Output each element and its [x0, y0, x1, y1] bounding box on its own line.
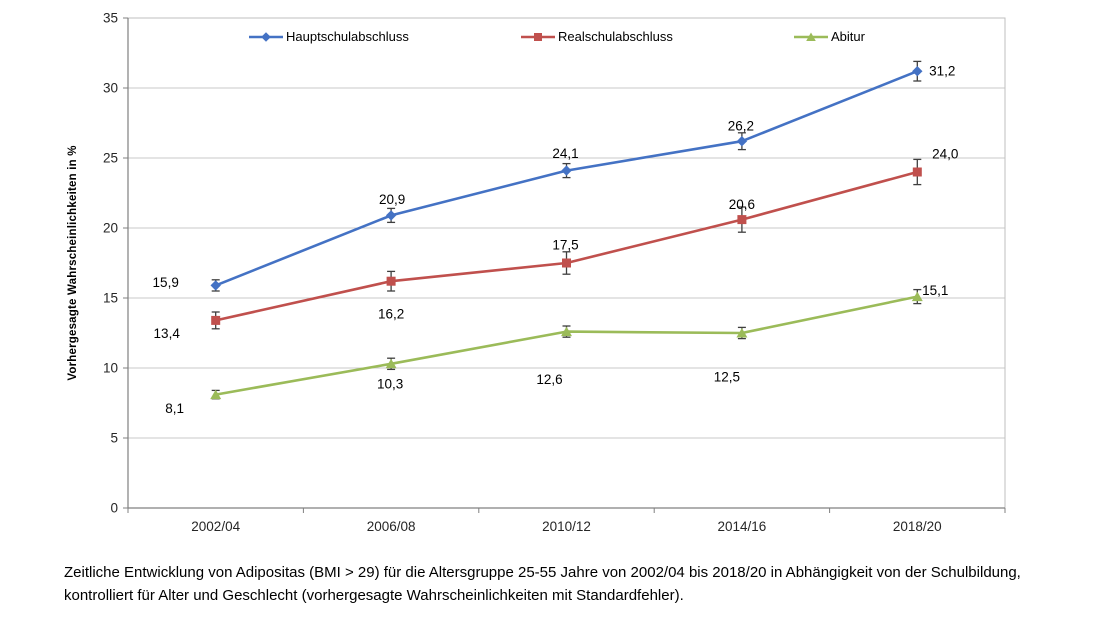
y-tick-label: 5: [110, 431, 118, 446]
data-point-diamond-icon: [210, 280, 221, 291]
data-label: 13,4: [154, 326, 181, 341]
legend: Hauptschulabschluss Realschulabschluss Abi…: [0, 29, 1100, 47]
data-point-square-icon: [211, 315, 221, 325]
data-label: 17,5: [552, 238, 578, 253]
legend-label: Abitur: [831, 29, 865, 44]
data-label: 26,2: [728, 119, 754, 134]
data-label: 15,1: [922, 283, 948, 298]
y-tick-label: 20: [103, 221, 118, 236]
data-label: 15,9: [153, 275, 179, 290]
legend-marker-diamond-icon: [249, 32, 283, 42]
plot-svg: 0 5 10 15 20 25 30 35 2002/04 2006/08 2010/12 2014/…: [103, 11, 1006, 534]
data-label: 16,2: [378, 307, 404, 322]
y-tick-label: 25: [103, 151, 118, 166]
legend-label: Hauptschulabschluss: [286, 29, 409, 44]
data-point-square-icon: [562, 258, 571, 268]
y-tick-label: 35: [103, 11, 118, 26]
data-point-square-icon: [737, 215, 747, 225]
data-point-square-icon: [386, 276, 396, 286]
legend-marker-triangle-icon: [794, 32, 828, 41]
data-point-triangle-icon: [736, 328, 748, 338]
data-label: 20,9: [379, 192, 405, 207]
data-point-diamond-icon: [385, 210, 397, 221]
y-tick-label: 15: [103, 291, 118, 306]
data-label: 10,3: [377, 376, 403, 391]
data-label: 12,5: [714, 370, 740, 385]
legend-item-realschulabschluss: Realschulabschluss: [520, 29, 673, 45]
data-point-triangle-icon: [561, 326, 572, 337]
data-label: 20,6: [729, 197, 755, 212]
data-label: 31,2: [929, 64, 955, 79]
y-tick-label: 30: [103, 81, 118, 96]
data-label: 24,0: [932, 147, 958, 162]
data-point-square-icon: [912, 167, 922, 177]
x-tick-label: 2002/04: [191, 519, 240, 534]
y-tick-label: 0: [110, 501, 118, 516]
data-point-diamond-icon: [561, 165, 572, 176]
data-label: 8,1: [165, 401, 184, 416]
data-label: 12,6: [536, 372, 562, 387]
y-tick-label: 10: [103, 361, 118, 376]
legend-item-hauptschulabschluss: Hauptschulabschluss: [248, 29, 409, 45]
x-tick-label: 2014/16: [717, 519, 766, 534]
chart-area: Vorhergesagte Wahrscheinlichkeiten in % …: [0, 11, 1100, 534]
data-point-diamond-icon: [736, 136, 748, 147]
data-label: 24,1: [552, 146, 578, 161]
figure-caption: Zeitliche Entwicklung von Adipositas (BM…: [64, 564, 1021, 605]
legend-item-abitur: Abitur: [793, 29, 865, 45]
data-point-triangle-icon: [911, 291, 923, 302]
data-point-diamond-icon: [912, 66, 923, 77]
x-tick-label: 2018/20: [893, 519, 942, 534]
data-point-triangle-icon: [210, 389, 222, 400]
series-line-abitur: [215, 295, 918, 396]
legend-label: Realschulabschluss: [558, 29, 673, 44]
x-tick-label: 2010/12: [542, 519, 591, 534]
legend-marker-square-icon: [521, 33, 555, 41]
data-point-triangle-icon: [385, 358, 397, 369]
x-tick-label: 2006/08: [367, 519, 416, 534]
